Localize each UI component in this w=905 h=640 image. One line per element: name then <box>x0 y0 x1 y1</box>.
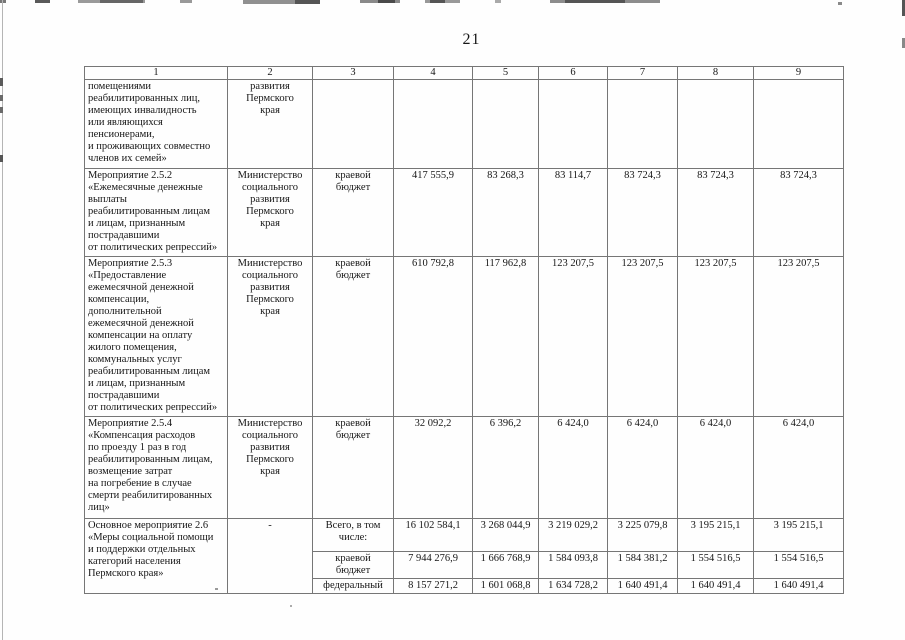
budget-type-cell: Всего, в том числе: <box>312 518 394 552</box>
scan-artifact-top-edge <box>78 0 145 3</box>
amount-cell: 83 724,3 <box>607 168 678 257</box>
table-row-continuation: помещениями реабилитированных лиц, имеющ… <box>84 79 844 169</box>
column-number-header: 1 <box>84 66 228 80</box>
amount-cell: 1 554 516,5 <box>677 551 754 579</box>
scan-artifact-top-edge <box>550 0 660 3</box>
amount-cell <box>393 79 473 169</box>
amount-cell: 83 724,3 <box>677 168 754 257</box>
scan-artifact-top-edge <box>430 0 445 3</box>
executor-cell: Министерство социального развития Пермск… <box>227 256 313 417</box>
amount-cell: 6 396,2 <box>472 416 539 519</box>
page-number: 21 <box>462 31 481 48</box>
activity-cell: Мероприятие 2.5.3 «Предоставление ежемес… <box>84 256 228 417</box>
amount-cell: 123 207,5 <box>753 256 844 417</box>
activity-cell: помещениями реабилитированных лиц, имеющ… <box>84 79 228 169</box>
amount-cell: 1 634 728,2 <box>538 578 608 594</box>
scan-speck <box>290 605 292 607</box>
executor-cell: - <box>227 518 313 594</box>
scan-artifact-top-edge <box>838 2 842 5</box>
amount-cell: 6 424,0 <box>538 416 608 519</box>
scan-artifact-left-edge <box>0 78 3 86</box>
amount-cell: 3 225 079,8 <box>607 518 678 552</box>
amount-cell: 1 601 068,8 <box>472 578 539 594</box>
amount-cell: 610 792,8 <box>393 256 473 417</box>
amount-cell: 117 962,8 <box>472 256 539 417</box>
amount-cell: 7 944 276,9 <box>393 551 473 579</box>
executor-cell: развития Пермского края <box>227 79 313 169</box>
amount-cell: 6 424,0 <box>607 416 678 519</box>
scan-artifact-top-edge <box>0 0 6 3</box>
executor-cell: Министерство социального развития Пермск… <box>227 168 313 257</box>
amount-cell: 83 724,3 <box>753 168 844 257</box>
budget-type-cell: краевой бюджет <box>312 416 394 519</box>
amount-cell: 123 207,5 <box>607 256 678 417</box>
scan-artifact-top-edge <box>495 0 501 3</box>
budget-type-cell: федеральный <box>312 578 394 594</box>
amount-cell: 123 207,5 <box>677 256 754 417</box>
scan-artifact-top-edge <box>378 0 395 3</box>
amount-cell <box>753 79 844 169</box>
column-number-header: 4 <box>393 66 473 80</box>
amount-cell: 32 092,2 <box>393 416 473 519</box>
column-number-header: 2 <box>227 66 313 80</box>
amount-cell: 1 640 491,4 <box>607 578 678 594</box>
amount-cell: 83 114,7 <box>538 168 608 257</box>
scan-artifact-top-edge <box>295 0 320 4</box>
scan-artifact-top-edge <box>35 0 50 3</box>
amount-cell: 1 584 381,2 <box>607 551 678 579</box>
scan-artifact-top-edge <box>360 0 400 3</box>
amount-cell: 16 102 584,1 <box>393 518 473 552</box>
scan-artifact-left-edge <box>0 107 3 113</box>
scan-artifact-left-edge <box>2 0 3 640</box>
amount-cell: 417 555,9 <box>393 168 473 257</box>
amount-cell: 83 268,3 <box>472 168 539 257</box>
column-number-header: 6 <box>538 66 608 80</box>
scan-artifact-left-edge <box>0 95 3 101</box>
table-row-activity-2-5-2: Мероприятие 2.5.2 «Ежемесячные денежные … <box>84 168 844 257</box>
table-row-activity-2-5-4: Мероприятие 2.5.4 «Компенсация расходов … <box>84 416 844 519</box>
amount-cell <box>607 79 678 169</box>
amount-cell: 3 195 215,1 <box>677 518 754 552</box>
column-number-header: 3 <box>312 66 394 80</box>
table-row-activity-2-6-total: Основное мероприятие 2.6 «Меры социально… <box>84 518 844 594</box>
amount-cell: 1 640 491,4 <box>753 578 844 594</box>
column-number-header: 7 <box>607 66 678 80</box>
scan-artifact-top-edge <box>180 0 192 3</box>
activity-cell: Основное мероприятие 2.6 «Меры социально… <box>84 518 228 594</box>
activity-cell: Мероприятие 2.5.2 «Ежемесячные денежные … <box>84 168 228 257</box>
amount-cell: 1 666 768,9 <box>472 551 539 579</box>
budget-type-cell <box>312 79 394 169</box>
amount-cell: 1 584 093,8 <box>538 551 608 579</box>
amount-cell <box>677 79 754 169</box>
table-row-activity-2-5-3: Мероприятие 2.5.3 «Предоставление ежемес… <box>84 256 844 417</box>
amount-cell: 123 207,5 <box>538 256 608 417</box>
scan-artifact-top-edge <box>425 0 460 3</box>
scan-artifact-left-edge <box>0 155 3 162</box>
executor-cell: Министерство социального развития Пермск… <box>227 416 313 519</box>
amount-cell: 6 424,0 <box>677 416 754 519</box>
column-number-header: 9 <box>753 66 844 80</box>
amount-cell: 3 195 215,1 <box>753 518 844 552</box>
amount-cell: 3 219 029,2 <box>538 518 608 552</box>
amount-cell: 1 640 491,4 <box>677 578 754 594</box>
scan-artifact-top-edge <box>243 0 320 4</box>
amount-cell: 6 424,0 <box>753 416 844 519</box>
amount-cell <box>538 79 608 169</box>
table-row-activity-2-6-federal: федеральный 8 157 271,2 1 601 068,8 1 63… <box>85 578 844 594</box>
column-number-header: 5 <box>472 66 539 80</box>
budget-type-cell: краевой бюджет <box>312 256 394 417</box>
amount-cell: 1 554 516,5 <box>753 551 844 579</box>
budget-type-cell: краевой бюджет <box>312 551 394 579</box>
amount-cell: 3 268 044,9 <box>472 518 539 552</box>
budget-type-cell: краевой бюджет <box>312 168 394 257</box>
column-number-header-row: 1 2 3 4 5 6 7 8 9 <box>84 66 844 80</box>
amount-cell <box>472 79 539 169</box>
activity-cell: Мероприятие 2.5.4 «Компенсация расходов … <box>84 416 228 519</box>
scan-artifact-top-edge <box>100 0 143 3</box>
budget-table: 1 2 3 4 5 6 7 8 9 помещениями реабилитир… <box>84 66 844 594</box>
amount-cell: 8 157 271,2 <box>393 578 473 594</box>
column-number-header: 8 <box>677 66 754 80</box>
scan-artifact-top-edge <box>565 0 625 3</box>
